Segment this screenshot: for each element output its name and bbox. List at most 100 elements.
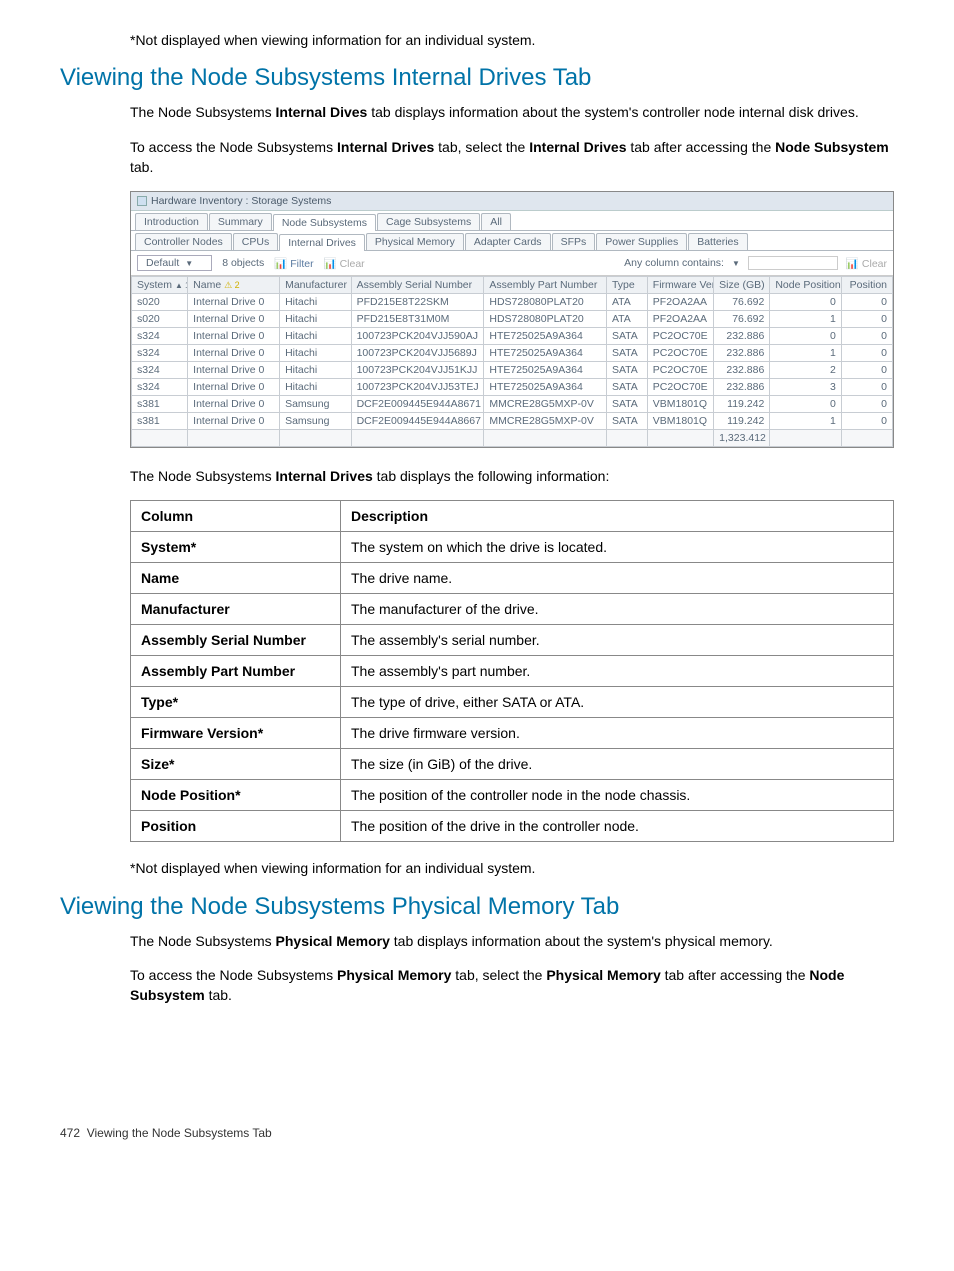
- filter-input[interactable]: [748, 256, 838, 270]
- table-row: Assembly Serial NumberThe assembly's ser…: [131, 625, 894, 656]
- table-row[interactable]: s324Internal Drive 0Hitachi100723PCK204V…: [132, 345, 893, 362]
- table-footer-cell: [351, 430, 484, 447]
- table-cell: PC2OC70E: [647, 328, 713, 345]
- tab-controller-nodes[interactable]: Controller Nodes: [135, 233, 232, 250]
- view-selector[interactable]: Default ▼: [137, 255, 212, 271]
- tab-internal-drives[interactable]: Internal Drives: [279, 234, 365, 251]
- column-header[interactable]: Assembly Part Number: [484, 277, 607, 294]
- table-header-row: System ▲ 1Name ⚠ 2ManufacturerAssembly S…: [132, 277, 893, 294]
- table-cell: SATA: [606, 345, 647, 362]
- column-desc-cell: The position of the drive in the control…: [341, 811, 894, 842]
- sort-asc-icon: ▲ 1: [175, 281, 188, 290]
- column-header[interactable]: Name ⚠ 2: [188, 277, 280, 294]
- table-row[interactable]: s324Internal Drive 0Hitachi100723PCK204V…: [132, 328, 893, 345]
- column-header[interactable]: Position: [841, 277, 892, 294]
- asterisk-note: *Not displayed when viewing information …: [130, 30, 894, 50]
- toolbar-left: Default ▼ 8 objects 📊 Filter 📊 Clear: [137, 255, 365, 271]
- column-name-cell: Firmware Version*: [131, 718, 341, 749]
- clear-filter-button[interactable]: 📊 Clear: [324, 257, 365, 270]
- clear-search-button[interactable]: 📊 Clear: [846, 257, 887, 270]
- table-footer-row: 1,323.412: [132, 430, 893, 447]
- column-header[interactable]: Type: [606, 277, 647, 294]
- column-desc-cell: The manufacturer of the drive.: [341, 594, 894, 625]
- tab-cage-subsystems[interactable]: Cage Subsystems: [377, 213, 480, 230]
- table-cell: PF2OA2AA: [647, 311, 713, 328]
- column-header[interactable]: Firmware Version: [647, 277, 713, 294]
- table-cell: SATA: [606, 379, 647, 396]
- table-row: Type*The type of drive, either SATA or A…: [131, 687, 894, 718]
- table-cell: s324: [132, 379, 188, 396]
- section1-para1: The Node Subsystems Internal Dives tab d…: [130, 102, 894, 122]
- table-row: System*The system on which the drive is …: [131, 532, 894, 563]
- tab-all[interactable]: All: [481, 213, 511, 230]
- column-header[interactable]: Manufacturer: [280, 277, 352, 294]
- bold: Node Subsystem: [775, 139, 889, 155]
- chevron-down-icon[interactable]: ▼: [732, 259, 740, 268]
- table-cell: 0: [841, 396, 892, 413]
- table-row: Assembly Part NumberThe assembly's part …: [131, 656, 894, 687]
- table-cell: 119.242: [714, 396, 770, 413]
- any-column-label: Any column contains:: [624, 257, 724, 269]
- table-cell: 1: [770, 311, 842, 328]
- tab-summary[interactable]: Summary: [209, 213, 272, 230]
- column-desc-cell: The drive firmware version.: [341, 718, 894, 749]
- column-name-cell: Size*: [131, 749, 341, 780]
- filter-button[interactable]: 📊 Filter: [274, 257, 313, 270]
- table-cell: PC2OC70E: [647, 345, 713, 362]
- page-footer-label: Viewing the Node Subsystems Tab: [87, 1126, 272, 1140]
- table-cell: 0: [770, 396, 842, 413]
- window-icon: [137, 196, 147, 206]
- section2-heading: Viewing the Node Subsystems Physical Mem…: [60, 893, 894, 921]
- table-cell: s324: [132, 328, 188, 345]
- text: tab displays information about the syste…: [367, 104, 858, 120]
- table-cell: HTE725025A9A364: [484, 379, 607, 396]
- bold: Physical Memory: [337, 967, 451, 983]
- table-cell: SATA: [606, 413, 647, 430]
- tab-cpus[interactable]: CPUs: [233, 233, 278, 250]
- tab-batteries[interactable]: Batteries: [688, 233, 747, 250]
- text: The Node Subsystems: [130, 468, 276, 484]
- table-row[interactable]: s324Internal Drive 0Hitachi100723PCK204V…: [132, 379, 893, 396]
- table-cell: Hitachi: [280, 328, 352, 345]
- table-row[interactable]: s020Internal Drive 0HitachiPFD215E8T31M0…: [132, 311, 893, 328]
- column-desc-cell: The size (in GiB) of the drive.: [341, 749, 894, 780]
- sub-tabs: Controller NodesCPUsInternal DrivesPhysi…: [131, 231, 893, 251]
- column-header[interactable]: System ▲ 1: [132, 277, 188, 294]
- table-header-row: Column Description: [131, 501, 894, 532]
- table-cell: ATA: [606, 311, 647, 328]
- table-footer-cell: [132, 430, 188, 447]
- table-cell: SATA: [606, 362, 647, 379]
- table-row[interactable]: s381Internal Drive 0SamsungDCF2E009445E9…: [132, 396, 893, 413]
- table-row[interactable]: s381Internal Drive 0SamsungDCF2E009445E9…: [132, 413, 893, 430]
- column-desc-cell: The assembly's serial number.: [341, 625, 894, 656]
- window-title: Hardware Inventory : Storage Systems: [151, 195, 331, 207]
- tab-introduction[interactable]: Introduction: [135, 213, 208, 230]
- table-footer-cell: [484, 430, 607, 447]
- column-header[interactable]: Size (GB): [714, 277, 770, 294]
- tab-sfps[interactable]: SFPs: [552, 233, 596, 250]
- screenshot-internal-drives: Hardware Inventory : Storage Systems Int…: [130, 191, 894, 448]
- column-name-cell: Assembly Part Number: [131, 656, 341, 687]
- tab-adapter-cards[interactable]: Adapter Cards: [465, 233, 551, 250]
- table-cell: 0: [841, 328, 892, 345]
- chevron-down-icon: ▼: [185, 259, 193, 268]
- table-row: NameThe drive name.: [131, 563, 894, 594]
- table-cell: MMCRE28G5MXP-0V: [484, 413, 607, 430]
- table-row[interactable]: s324Internal Drive 0Hitachi100723PCK204V…: [132, 362, 893, 379]
- text: tab, select the: [434, 139, 529, 155]
- table-row[interactable]: s020Internal Drive 0HitachiPFD215E8T22SK…: [132, 294, 893, 311]
- bold: Internal Drives: [276, 468, 373, 484]
- table-cell: 100723PCK204VJJ53TEJ: [351, 379, 484, 396]
- tab-node-subsystems[interactable]: Node Subsystems: [273, 214, 376, 231]
- tab-power-supplies[interactable]: Power Supplies: [596, 233, 687, 250]
- tab-physical-memory[interactable]: Physical Memory: [366, 233, 464, 250]
- column-header[interactable]: Node Position: [770, 277, 842, 294]
- table-cell: 0: [841, 379, 892, 396]
- table-cell: Hitachi: [280, 362, 352, 379]
- table-cell: Internal Drive 0: [188, 345, 280, 362]
- table-cell: 232.886: [714, 379, 770, 396]
- column-header[interactable]: Assembly Serial Number: [351, 277, 484, 294]
- text: To access the Node Subsystems: [130, 139, 337, 155]
- text: tab displays the following information:: [373, 468, 610, 484]
- table-cell: HTE725025A9A364: [484, 345, 607, 362]
